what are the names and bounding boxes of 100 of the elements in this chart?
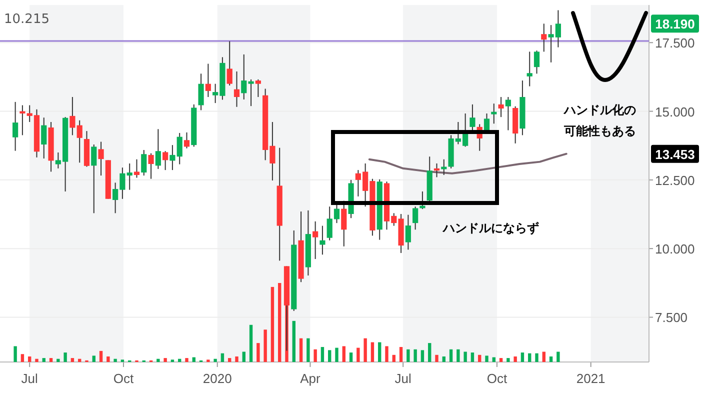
bar — [114, 358, 117, 362]
bar — [106, 356, 110, 362]
candlestick — [255, 78, 261, 98]
bar — [535, 353, 538, 362]
bar — [292, 320, 296, 362]
candlestick — [162, 150, 168, 171]
candlestick — [134, 158, 140, 178]
candlestick — [470, 104, 476, 131]
bar — [442, 356, 446, 362]
bar — [385, 346, 388, 362]
bar — [356, 348, 360, 362]
candlestick — [148, 152, 154, 180]
bar — [99, 350, 103, 362]
candlestick — [184, 132, 190, 149]
candlestick — [205, 63, 211, 98]
bar — [270, 286, 274, 362]
x-tick-label: 2021 — [576, 371, 606, 386]
bar — [178, 358, 182, 362]
bar — [414, 349, 417, 362]
bar — [278, 283, 282, 362]
bar — [156, 358, 160, 362]
candlestick — [491, 103, 497, 124]
bar — [35, 358, 38, 362]
bar — [542, 352, 546, 362]
bar — [49, 358, 53, 362]
bar — [556, 352, 560, 362]
candlestick — [20, 104, 26, 136]
bar — [20, 354, 24, 362]
candlestick — [91, 144, 97, 214]
bar — [520, 352, 524, 362]
bar — [249, 324, 253, 362]
bar — [256, 343, 260, 362]
candlestick — [412, 206, 418, 230]
bar — [435, 354, 438, 362]
x-tick-label: Apr — [300, 371, 321, 386]
y-tick-label: 10.000 — [655, 242, 695, 257]
bar — [314, 349, 317, 362]
line-series — [368, 152, 568, 174]
annotation: 10.215 — [4, 12, 50, 27]
y-tick-label: 17.500 — [655, 36, 695, 51]
x-tick-label: 2020 — [202, 371, 232, 386]
y-tick-label: 15.000 — [655, 104, 695, 120]
bar — [499, 358, 503, 362]
bar — [549, 356, 553, 362]
candlestick — [41, 117, 47, 160]
bar — [528, 353, 532, 362]
y-tick-label: 12.500 — [655, 172, 695, 188]
bar — [56, 358, 60, 362]
candlestick — [405, 214, 411, 250]
bar — [370, 342, 374, 362]
text: 18.190 — [655, 16, 695, 32]
candlestick — [12, 101, 18, 152]
candlestick — [420, 190, 426, 210]
candlestick — [141, 149, 147, 176]
bar — [342, 346, 346, 362]
bar — [264, 330, 267, 362]
candlestick — [434, 162, 440, 178]
bar — [299, 338, 303, 362]
bar — [220, 353, 224, 362]
x-tick-label: Oct — [486, 371, 508, 386]
bar — [328, 350, 332, 362]
candlestick — [155, 128, 161, 170]
bar — [242, 352, 246, 362]
candlestick — [498, 96, 504, 118]
y-tick-label: 7.500 — [655, 310, 688, 326]
bar — [42, 358, 46, 362]
candlestick — [534, 50, 540, 74]
bar — [214, 358, 217, 362]
annotation: ハンドル化の — [563, 103, 636, 117]
candlestick — [226, 40, 232, 86]
bar — [506, 358, 510, 362]
bar — [164, 358, 167, 362]
bar — [478, 354, 482, 362]
bar — [378, 342, 382, 362]
candlestick — [98, 141, 104, 176]
bar — [470, 352, 474, 362]
candlestick — [505, 96, 511, 131]
bar — [235, 356, 238, 362]
candlestick — [541, 23, 547, 52]
candlestick — [320, 225, 326, 256]
bar — [320, 346, 324, 362]
bar — [335, 348, 338, 362]
candlestick — [234, 70, 240, 108]
candlestick — [312, 220, 318, 260]
bar — [399, 346, 403, 362]
annotation: ハンドルにならず — [442, 221, 539, 235]
bar — [228, 358, 232, 362]
bar — [349, 352, 353, 362]
bar — [185, 358, 188, 362]
x-tick-label: Oct — [113, 371, 134, 386]
candlestick — [198, 73, 204, 111]
bar — [428, 343, 432, 362]
bar — [306, 338, 310, 362]
text: 13.453 — [655, 146, 695, 162]
bar — [485, 356, 488, 362]
x-tick-label: Jul — [21, 371, 38, 386]
bar — [392, 354, 396, 362]
bar — [78, 358, 82, 362]
candlestick — [526, 51, 532, 87]
bar — [92, 356, 96, 362]
